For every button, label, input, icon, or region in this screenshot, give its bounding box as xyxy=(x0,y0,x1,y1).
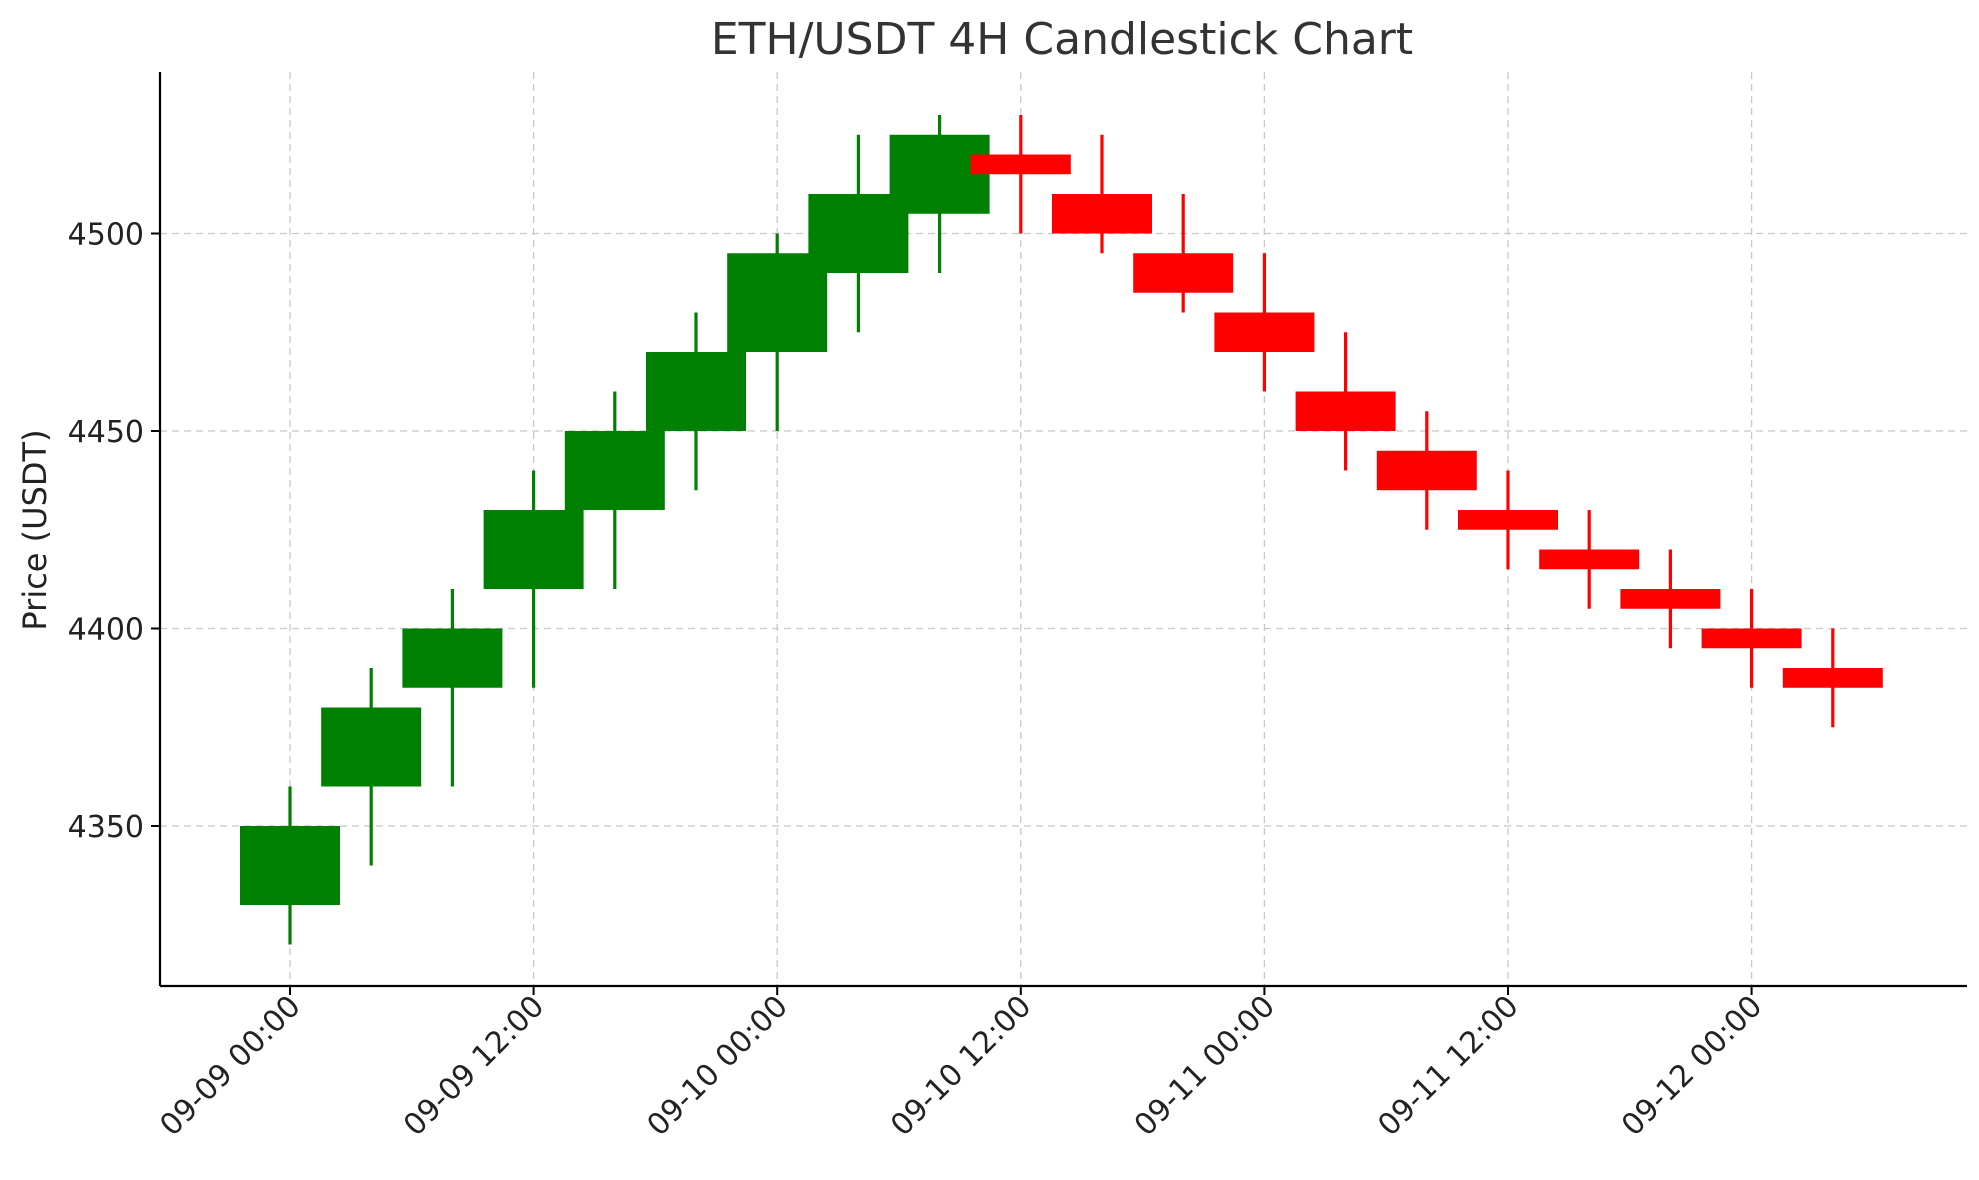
candle xyxy=(240,786,340,945)
candle xyxy=(321,668,422,866)
candle-body xyxy=(970,154,1071,175)
y-tick-label: 4350 xyxy=(68,810,144,845)
tick-labels: 4350 4400 4450 4500 09-09 00:00 09-09 12:00 09… xyxy=(68,218,1770,1144)
candles xyxy=(240,115,1883,945)
x-tick-label: 09-10 00:00 xyxy=(641,989,795,1143)
candle-body xyxy=(1376,450,1477,491)
axes xyxy=(151,72,1967,995)
candle-body xyxy=(1133,253,1234,293)
candle xyxy=(1539,510,1640,609)
candle xyxy=(564,391,665,589)
candle xyxy=(1782,628,1883,728)
x-tick-label: 09-09 12:00 xyxy=(397,989,551,1143)
x-tick-label: 09-10 12:00 xyxy=(884,989,1038,1143)
candle-body xyxy=(483,510,584,589)
candle xyxy=(1214,253,1315,392)
candle xyxy=(1052,134,1152,254)
candle-body xyxy=(240,826,340,905)
candle-body xyxy=(1620,589,1721,609)
candle-body xyxy=(1295,391,1396,431)
y-tick-label: 4500 xyxy=(68,218,144,253)
candle xyxy=(1133,194,1234,313)
y-tick-label: 4450 xyxy=(68,415,144,450)
chart-title: ETH/USDT 4H Candlestick Chart xyxy=(711,14,1413,65)
candle-body xyxy=(564,431,665,510)
candle xyxy=(402,589,503,787)
candle xyxy=(970,115,1071,234)
x-tick-label: 09-12 00:00 xyxy=(1615,989,1769,1143)
candle xyxy=(1376,411,1477,530)
y-tick-label: 4400 xyxy=(68,613,144,648)
candle-body xyxy=(402,628,503,688)
candle-body xyxy=(646,352,746,431)
candle-body xyxy=(1214,312,1315,352)
candle-body xyxy=(1701,628,1802,649)
x-tick-label: 09-11 12:00 xyxy=(1371,989,1525,1143)
candle-body xyxy=(1052,194,1152,234)
candle xyxy=(1701,589,1802,688)
candle xyxy=(1458,470,1558,570)
candle xyxy=(1295,332,1396,471)
candle-body xyxy=(321,707,422,787)
candle xyxy=(1620,549,1721,649)
y-axis-label: Price (USDT) xyxy=(16,429,54,630)
candle xyxy=(646,312,746,491)
x-tick-label: 09-09 00:00 xyxy=(153,989,307,1143)
x-tick-label: 09-11 00:00 xyxy=(1128,989,1282,1143)
candle-body xyxy=(1539,549,1640,570)
candle xyxy=(483,470,584,688)
candle-body xyxy=(1458,510,1558,530)
candle-body xyxy=(1782,668,1883,688)
